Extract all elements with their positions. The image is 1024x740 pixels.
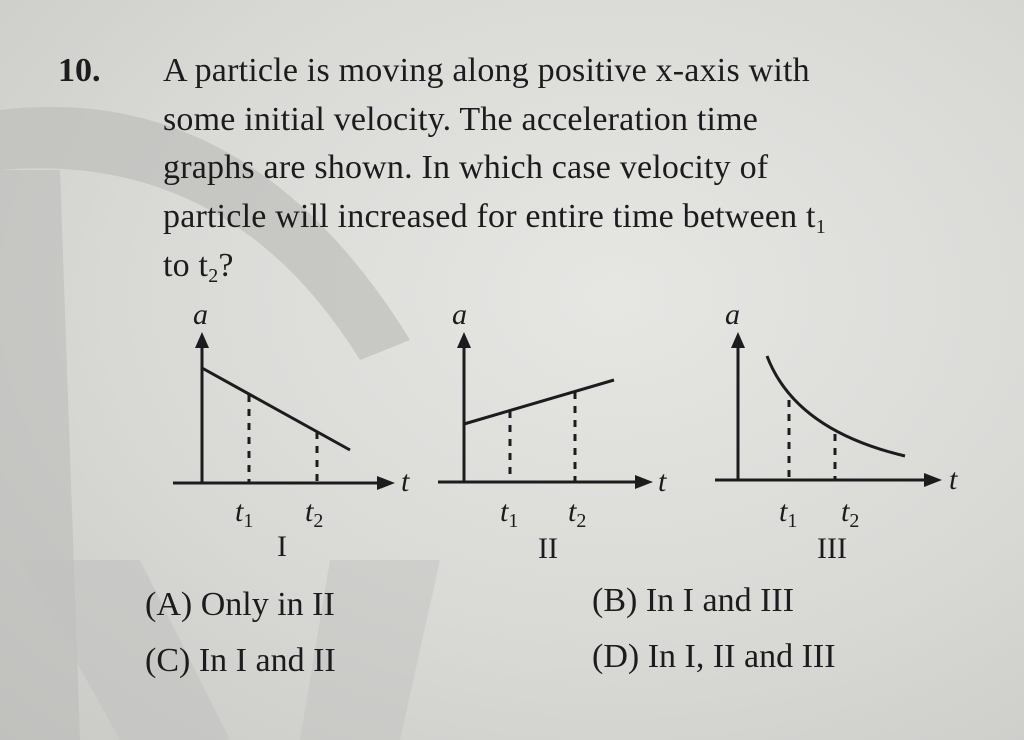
x-axis-label: t (658, 465, 667, 498)
y-axis-label: a (452, 298, 467, 331)
t2-label: t2 (305, 495, 324, 532)
t2-label: t2 (568, 495, 587, 532)
option-b[interactable]: (B) In I and III (592, 582, 795, 619)
subscript: 2 (208, 265, 219, 287)
t1-label: t1 (500, 495, 519, 532)
option-a[interactable]: (A) Only in II (145, 586, 335, 623)
question-line: A particle is moving along positive x-ax… (163, 52, 810, 89)
option-d[interactable]: (D) In I, II and III (592, 638, 836, 675)
text: ? (218, 247, 234, 284)
graph-label: I (277, 530, 287, 563)
graph-I-plot (173, 332, 395, 490)
option-c[interactable]: (C) In I and II (145, 642, 336, 679)
graph-label: II (538, 532, 558, 565)
question-line: graphs are shown. In which case velocity… (163, 149, 769, 186)
acceleration-line (201, 366, 351, 452)
acceleration-line (463, 378, 615, 426)
graph-label: III (817, 532, 847, 565)
subscript: 1 (815, 216, 826, 238)
x-axis-label: t (949, 463, 958, 496)
y-axis-label: a (193, 298, 208, 331)
question-number: 10. (58, 52, 101, 89)
x-axis-label: t (401, 465, 410, 498)
t2-label: t2 (841, 495, 860, 532)
graph-III: a t t1 t2 III (705, 298, 975, 570)
acceleration-curve (765, 355, 906, 458)
graph-III-plot (715, 332, 942, 487)
y-axis-label: a (725, 298, 740, 331)
question-line: to t2? (163, 247, 234, 288)
question-line: particle will increased for entire time … (163, 198, 826, 239)
t1-label: t1 (235, 495, 254, 532)
question-line: some initial velocity. The acceleration … (163, 101, 759, 138)
graph-II: a t t1 t2 II (430, 298, 700, 570)
graph-I: a t t1 t2 I (165, 298, 435, 570)
graph-II-plot (438, 332, 653, 489)
text: particle will increased for entire time … (163, 198, 816, 235)
t1-label: t1 (779, 495, 798, 532)
text: to t (163, 247, 209, 284)
